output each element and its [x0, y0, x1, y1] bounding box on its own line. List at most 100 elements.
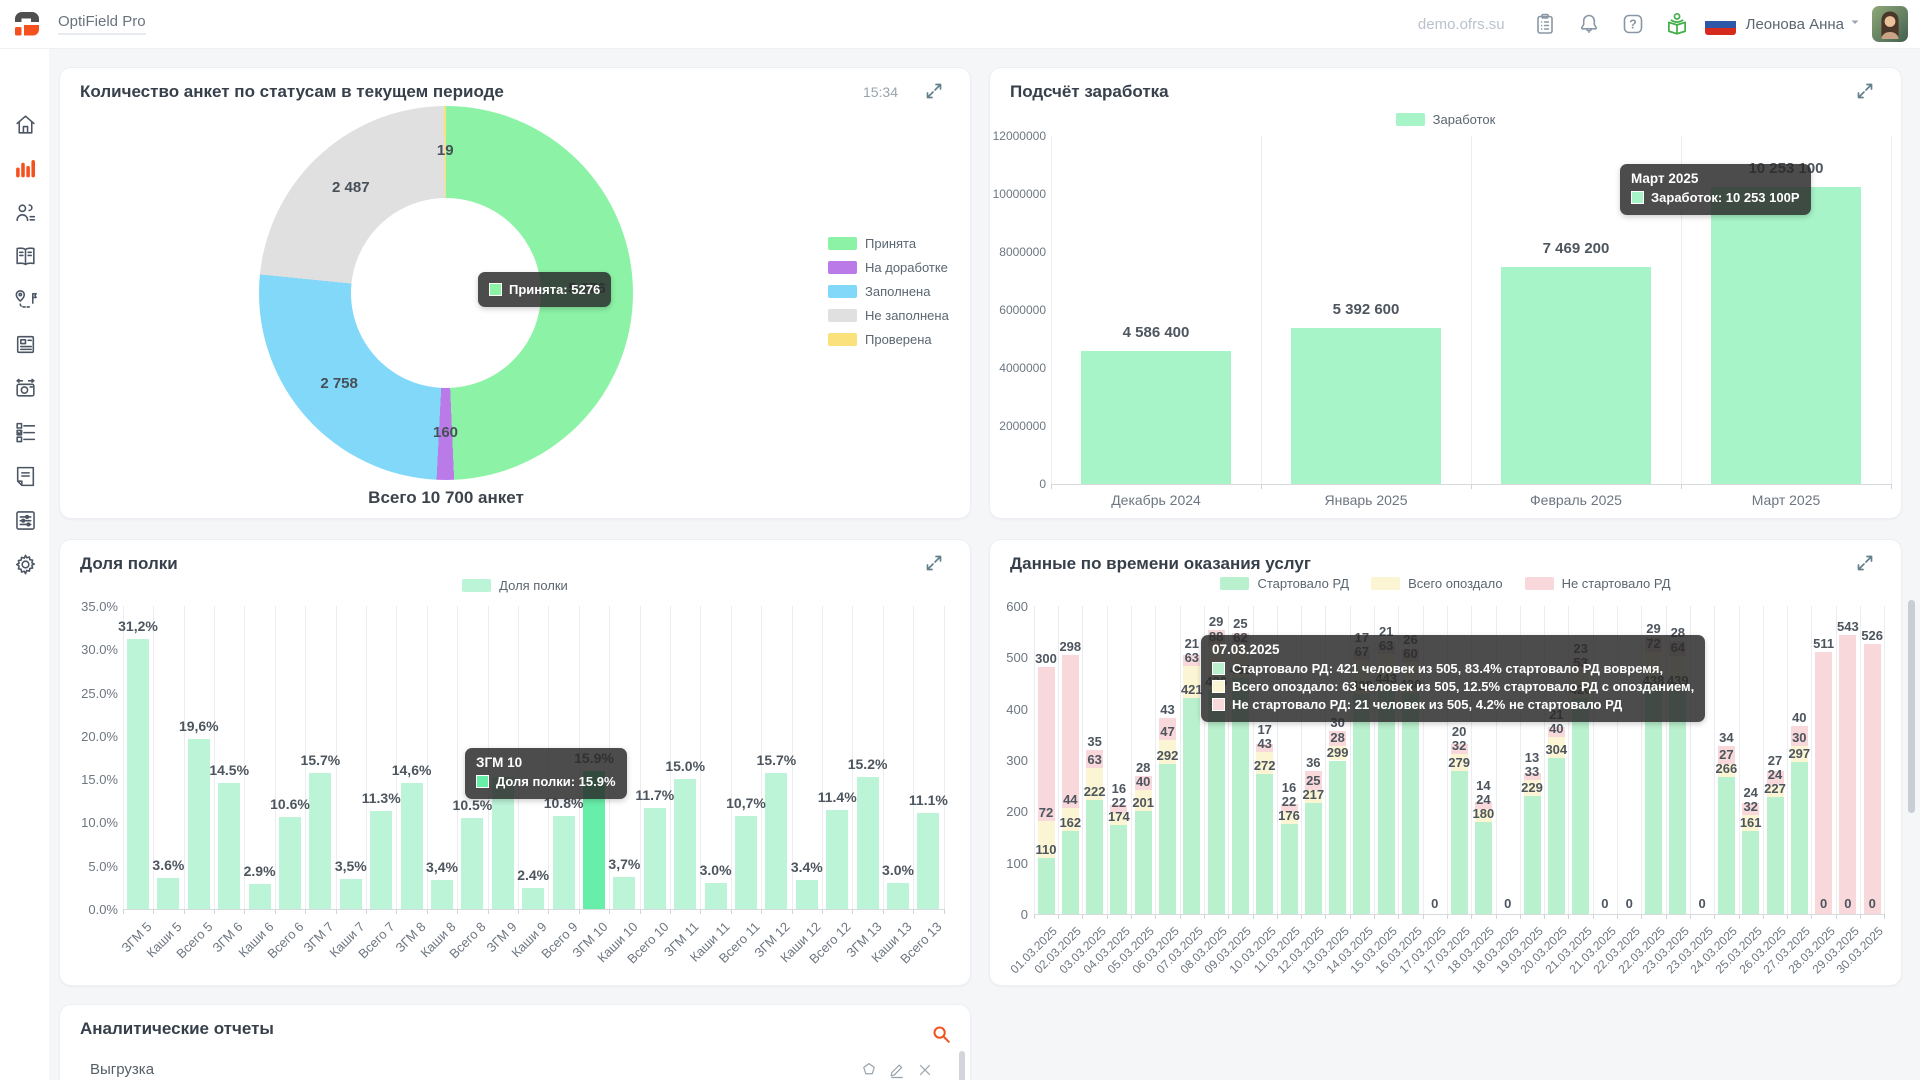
bar-segment-started[interactable] [1256, 774, 1274, 914]
search-icon[interactable] [930, 1023, 952, 1050]
legend-item[interactable]: Не заполнена [828, 308, 949, 323]
bar-segment-notstarted[interactable] [1256, 743, 1274, 753]
bar-segment-started[interactable] [1572, 698, 1590, 914]
bar-segment-notstarted[interactable] [1547, 726, 1565, 738]
bar-ЗГМ 8[interactable] [400, 782, 423, 909]
sidebar-item-news[interactable] [12, 331, 38, 357]
chevron-down-icon[interactable] [1848, 15, 1862, 34]
delete-icon[interactable] [916, 1061, 934, 1079]
bar-segment-notstarted[interactable] [1766, 771, 1784, 786]
bar-segment-notstarted[interactable] [1450, 744, 1468, 755]
bar-segment-late[interactable] [1523, 779, 1541, 797]
bar-segment-late[interactable] [1061, 808, 1079, 831]
bar-segment-started[interactable] [1766, 797, 1784, 914]
bar-segment-notstarted[interactable] [1523, 772, 1541, 780]
bar-Каши 13[interactable] [887, 883, 909, 909]
bar-segment-late[interactable] [1450, 754, 1468, 771]
bar-Каши 12[interactable] [795, 879, 818, 909]
bar-segment-late[interactable] [1742, 814, 1760, 832]
sidebar-item-camera[interactable] [12, 375, 38, 401]
legend-item[interactable]: Не стартовало РД [1524, 576, 1671, 591]
bar-Всего 12[interactable] [826, 810, 849, 909]
sidebar-item-route[interactable] [12, 287, 38, 313]
bar-segment-notstarted[interactable] [1815, 651, 1833, 914]
bar-segment-notstarted[interactable] [1086, 749, 1104, 768]
sidebar-item-sliders[interactable] [12, 507, 38, 533]
bar-segment-started[interactable] [1669, 688, 1687, 914]
bar-ЗГМ 12[interactable] [765, 773, 788, 909]
brand-name[interactable]: OptiField Pro [58, 13, 146, 35]
bar-segment-notstarted[interactable] [1280, 804, 1298, 813]
bar-segment-started[interactable] [1037, 857, 1055, 914]
bar-segment-started[interactable] [1134, 810, 1152, 914]
bar-Март 2025[interactable] [1711, 186, 1861, 484]
bar-segment-started[interactable] [1547, 757, 1565, 914]
legend-item[interactable]: На доработке [828, 260, 949, 275]
legend-item[interactable]: Стартовало РД [1220, 576, 1349, 591]
bar-ЗГМ 7[interactable] [309, 773, 332, 909]
bar-ЗГМ 5[interactable] [127, 638, 149, 909]
bar-Январь 2025[interactable] [1291, 327, 1441, 484]
expand-icon[interactable] [1855, 81, 1877, 103]
bar-segment-started[interactable] [1402, 693, 1419, 914]
user-menu[interactable]: Леонова Анна [1745, 15, 1844, 33]
sidebar-item-bar-chart[interactable] [12, 155, 38, 181]
bar-segment-notstarted[interactable] [1742, 802, 1760, 815]
app-logo-icon[interactable] [10, 8, 44, 40]
notifications-icon[interactable] [1576, 11, 1602, 37]
bar-segment-started[interactable] [1474, 821, 1492, 914]
bar-segment-late[interactable] [1280, 812, 1298, 824]
legend-item[interactable]: Заполнена [828, 284, 949, 299]
bar-ЗГМ 11[interactable] [674, 779, 697, 909]
bar-segment-notstarted[interactable] [1790, 725, 1808, 747]
bar-segment-started[interactable] [1086, 800, 1104, 914]
bar-Декабрь 2024[interactable] [1081, 350, 1231, 484]
bar-Всего 8[interactable] [461, 818, 484, 909]
bar-segment-late[interactable] [1474, 809, 1492, 822]
legend-item[interactable]: Доля полки [462, 578, 568, 593]
bar-segment-late[interactable] [1256, 752, 1274, 775]
bar-Всего 6[interactable] [279, 817, 301, 909]
legend-item[interactable]: Всего опоздало [1371, 576, 1503, 591]
bar-segment-late[interactable] [1183, 665, 1201, 698]
sidebar-item-home[interactable] [12, 111, 38, 137]
report-row-label[interactable]: Выгрузка [90, 1061, 155, 1078]
bar-Всего 7[interactable] [370, 811, 393, 909]
bar-segment-started[interactable] [1231, 677, 1249, 914]
bar-segment-late[interactable] [1304, 789, 1322, 803]
bar-Февраль 2025[interactable] [1501, 267, 1651, 484]
legend-item[interactable]: Заработок [1395, 112, 1495, 127]
bar-Каши 8[interactable] [431, 879, 453, 909]
bar-segment-started[interactable] [1450, 770, 1468, 914]
bar-segment-notstarted[interactable] [1863, 643, 1881, 914]
bar-ЗГМ 9[interactable] [491, 777, 514, 909]
bar-segment-late[interactable] [1717, 763, 1735, 778]
bar-Каши 5[interactable] [157, 877, 180, 909]
bar-segment-started[interactable] [1304, 802, 1322, 914]
bar-segment-late[interactable] [1329, 746, 1347, 761]
sidebar-item-gear[interactable] [12, 551, 38, 577]
bar-ЗГМ 13[interactable] [856, 777, 879, 909]
bar-segment-late[interactable] [1086, 767, 1104, 801]
shield-icon[interactable] [860, 1061, 878, 1079]
help-icon[interactable]: ? [1620, 11, 1646, 37]
knowledge-base-icon[interactable] [1664, 11, 1690, 37]
bar-Каши 11[interactable] [704, 883, 727, 909]
bar-Каши 10[interactable] [613, 876, 636, 909]
user-avatar[interactable] [1872, 6, 1908, 42]
bar-Всего 5[interactable] [187, 739, 210, 909]
bar-segment-late[interactable] [1766, 785, 1784, 798]
bar-segment-started[interactable] [1061, 830, 1079, 914]
bar-segment-late[interactable] [1110, 813, 1128, 825]
bar-segment-late[interactable] [1037, 820, 1055, 858]
bar-segment-started[interactable] [1717, 777, 1735, 914]
expand-icon[interactable] [924, 81, 946, 103]
bar-ЗГМ 10[interactable] [583, 771, 605, 909]
bar-segment-late[interactable] [1134, 790, 1152, 811]
bar-segment-started[interactable] [1329, 760, 1347, 914]
bar-Всего 13[interactable] [917, 812, 940, 909]
page-scrollbar[interactable] [1908, 600, 1915, 813]
bar-segment-started[interactable] [1280, 823, 1298, 914]
sidebar-item-checklist[interactable] [12, 419, 38, 445]
bar-segment-notstarted[interactable] [1159, 717, 1176, 740]
